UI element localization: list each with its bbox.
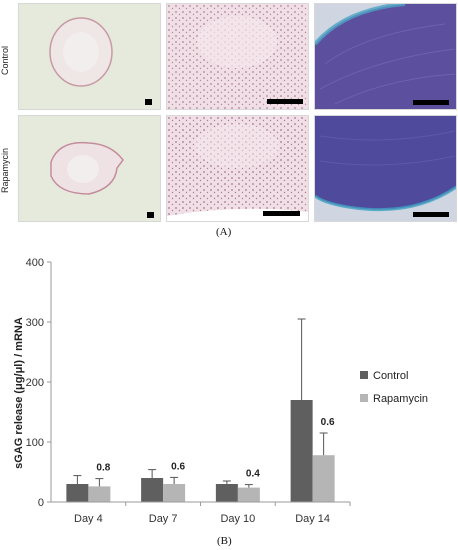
x-tick-label: Day 10 xyxy=(220,513,255,525)
scale-bar xyxy=(147,212,154,218)
p-value-label: 0.4 xyxy=(246,469,260,480)
bar-rapamycin-day-14 xyxy=(312,455,335,502)
legend-label-control: Control xyxy=(373,370,408,382)
micrograph-control-low-mag xyxy=(18,3,161,110)
bar-rapamycin-day-4 xyxy=(88,486,111,502)
micrograph-panel-a: Control Rapamycin xyxy=(0,0,458,240)
bar-rapamycin-day-7 xyxy=(163,484,186,502)
legend-swatch-rapamycin xyxy=(360,394,368,402)
y-axis: 0 100 200 300 400 xyxy=(26,257,52,509)
micrograph-control-safranin xyxy=(314,3,457,110)
panel-b-caption: (B) xyxy=(217,535,232,547)
scale-bar xyxy=(413,100,449,105)
legend-swatch-control xyxy=(360,371,368,379)
legend-label-rapamycin: Rapamycin xyxy=(373,393,428,405)
p-value-label: 0.8 xyxy=(96,463,110,474)
y-tick-label: 100 xyxy=(26,437,44,449)
y-tick-label: 200 xyxy=(26,377,44,389)
x-tick-label: Day 7 xyxy=(149,513,178,525)
scale-bar xyxy=(267,99,303,104)
y-tick-label: 400 xyxy=(26,257,44,269)
bar-control-day-7 xyxy=(141,478,164,502)
bar-control-day-14 xyxy=(290,400,313,502)
p-value-label: 0.6 xyxy=(321,417,335,428)
micrograph-rapamycin-he-zoom xyxy=(166,115,309,222)
bar-control-day-10 xyxy=(215,484,238,502)
scale-bar xyxy=(263,211,300,216)
panel-a-caption: (A) xyxy=(216,226,232,238)
row-label-rapamycin: Rapamycin xyxy=(0,147,10,193)
micrograph-rapamycin-safranin xyxy=(314,115,457,222)
y-tick-label: 300 xyxy=(26,317,44,329)
x-axis: Day 4 Day 7 Day 10 Day 14 xyxy=(51,501,351,525)
x-tick-label: Day 4 xyxy=(74,513,103,525)
x-tick-label: Day 14 xyxy=(295,513,330,525)
scale-bar xyxy=(145,99,152,105)
row-label-control: Control xyxy=(0,45,10,75)
micrograph-rapamycin-low-mag xyxy=(18,115,161,222)
legend: Control Rapamycin xyxy=(360,370,428,405)
scale-bar xyxy=(413,212,449,217)
y-axis-title: sGAG release (μg/μl) / mRNA xyxy=(13,317,25,469)
p-value-label: 0.6 xyxy=(171,461,185,472)
bar-control-day-4 xyxy=(66,484,89,502)
y-tick-label: 0 xyxy=(38,497,44,509)
bar-rapamycin-day-10 xyxy=(237,487,260,502)
micrograph-control-he-zoom xyxy=(166,3,309,110)
bar-series: 0.8 0.6 0.4 0.6 xyxy=(66,318,335,502)
